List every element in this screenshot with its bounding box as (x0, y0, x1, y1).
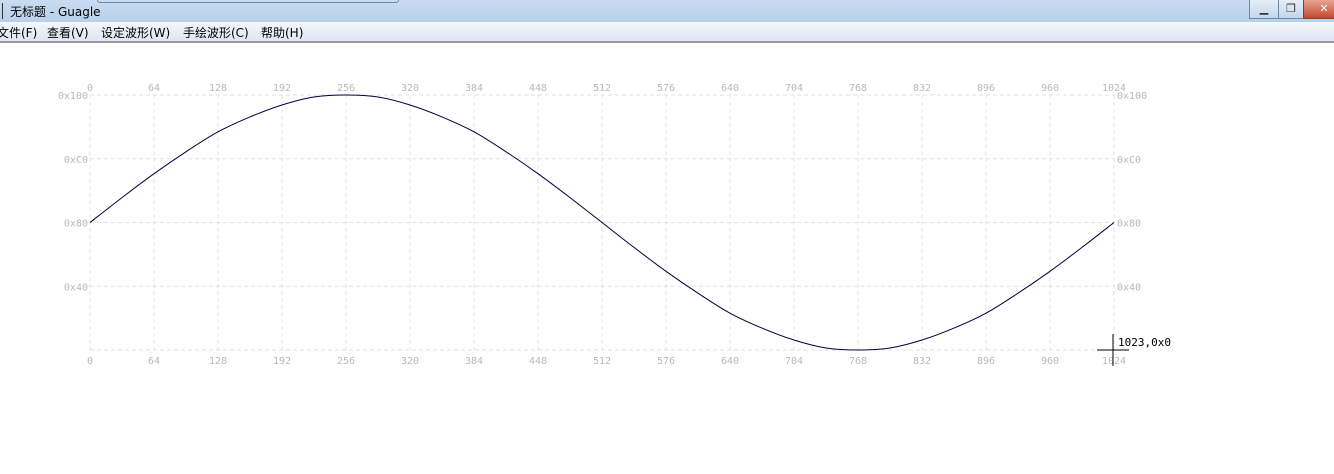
x-tick-label-bottom: 192 (273, 356, 291, 367)
x-tick-label-top: 640 (721, 83, 739, 94)
x-tick-label-bottom: 0 (87, 356, 93, 367)
y-tick-label-left: 0xC0 (64, 155, 88, 166)
x-tick-label-top: 704 (785, 83, 803, 94)
x-tick-label-bottom: 960 (1041, 356, 1059, 367)
menu-file[interactable]: 文件(F) (0, 26, 38, 40)
y-tick-label-right: 0x80 (1117, 219, 1141, 230)
window-title: 无标题 - Guagle (10, 5, 101, 19)
x-tick-label-bottom: 512 (593, 356, 611, 367)
x-tick-label-top: 192 (273, 83, 291, 94)
x-tick-label-top: 64 (148, 83, 160, 94)
y-tick-label-left: 0x40 (64, 282, 88, 293)
x-tick-label-bottom: 832 (913, 356, 931, 367)
x-tick-label-top: 128 (209, 83, 227, 94)
x-tick-label-bottom: 576 (657, 356, 675, 367)
x-tick-label-bottom: 896 (977, 356, 995, 367)
y-tick-label-right: 0xC0 (1117, 155, 1141, 166)
menu-bar: 文件(F) 查看(V) 设定波形(W) 手绘波形(C) 帮助(H) (0, 22, 1334, 43)
x-tick-label-top: 256 (337, 83, 355, 94)
y-tick-label-right: 0x40 (1117, 282, 1141, 293)
menu-view[interactable]: 查看(V) (47, 26, 89, 40)
x-tick-label-bottom: 1024 (1102, 356, 1126, 367)
waveform-line (89, 94, 1115, 351)
x-tick-label-bottom: 384 (465, 356, 483, 367)
menu-help[interactable]: 帮助(H) (261, 26, 304, 40)
x-tick-label-bottom: 768 (849, 356, 867, 367)
x-tick-label-top: 576 (657, 83, 675, 94)
x-tick-label-top: 448 (529, 83, 547, 94)
x-tick-label-bottom: 448 (529, 356, 547, 367)
y-tick-label-left: 0x80 (64, 219, 88, 230)
x-tick-label-top: 768 (849, 83, 867, 94)
window-edge (2, 3, 3, 19)
close-icon: ✕ (1319, 2, 1329, 15)
x-tick-label-bottom: 128 (209, 356, 227, 367)
x-tick-label-top: 960 (1041, 83, 1059, 94)
close-button[interactable]: ✕ (1303, 0, 1334, 19)
x-tick-label-bottom: 256 (337, 356, 355, 367)
x-tick-label-top: 0 (87, 83, 93, 94)
title-frame (97, 0, 399, 3)
x-tick-label-top: 896 (977, 83, 995, 94)
x-tick-label-top: 832 (913, 83, 931, 94)
y-tick-label-left: 0x100 (58, 91, 88, 102)
y-tick-label-right: 0x100 (1117, 91, 1147, 102)
menu-set-waveform[interactable]: 设定波形(W) (101, 26, 171, 40)
x-tick-label-top: 320 (401, 83, 419, 94)
x-tick-label-bottom: 704 (785, 356, 803, 367)
x-tick-label-bottom: 320 (401, 356, 419, 367)
minimize-icon: ▁ (1259, 2, 1269, 15)
x-tick-label-bottom: 640 (721, 356, 739, 367)
restore-icon: ❐ (1286, 2, 1296, 15)
x-tick-label-bottom: 64 (148, 356, 160, 367)
x-tick-label-top: 384 (465, 83, 483, 94)
x-tick-label-top: 1024 (1102, 83, 1126, 94)
menu-draw-waveform[interactable]: 手绘波形(C) (183, 26, 249, 40)
x-tick-label-top: 512 (593, 83, 611, 94)
title-bar: 无标题 - Guagle ▁ ❐ ✕ (0, 0, 1334, 22)
